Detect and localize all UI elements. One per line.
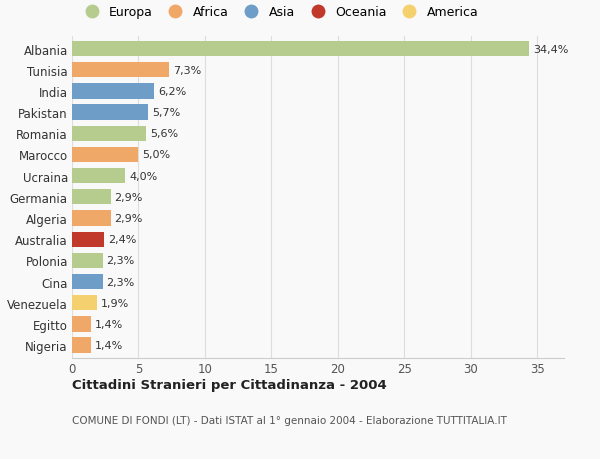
- Bar: [72, 232, 104, 247]
- Bar: [72, 126, 146, 141]
- Text: 5,0%: 5,0%: [142, 150, 170, 160]
- Bar: [72, 253, 103, 269]
- Text: 2,9%: 2,9%: [115, 192, 143, 202]
- Bar: [72, 63, 169, 78]
- Text: 6,2%: 6,2%: [158, 87, 187, 97]
- Bar: [72, 147, 139, 162]
- Bar: [72, 338, 91, 353]
- Text: COMUNE DI FONDI (LT) - Dati ISTAT al 1° gennaio 2004 - Elaborazione TUTTITALIA.I: COMUNE DI FONDI (LT) - Dati ISTAT al 1° …: [72, 415, 507, 425]
- Text: 5,6%: 5,6%: [151, 129, 179, 139]
- Bar: [72, 211, 110, 226]
- Legend: Europa, Africa, Asia, Oceania, America: Europa, Africa, Asia, Oceania, America: [74, 1, 483, 24]
- Text: 7,3%: 7,3%: [173, 66, 202, 76]
- Text: 1,4%: 1,4%: [95, 340, 123, 350]
- Bar: [72, 317, 91, 332]
- Bar: [72, 84, 154, 99]
- Bar: [72, 105, 148, 120]
- Text: 2,3%: 2,3%: [107, 256, 135, 266]
- Text: 1,9%: 1,9%: [101, 298, 130, 308]
- Text: 2,4%: 2,4%: [108, 235, 136, 245]
- Text: 34,4%: 34,4%: [533, 45, 569, 55]
- Text: 2,3%: 2,3%: [107, 277, 135, 287]
- Text: Cittadini Stranieri per Cittadinanza - 2004: Cittadini Stranieri per Cittadinanza - 2…: [72, 379, 387, 392]
- Text: 2,9%: 2,9%: [115, 213, 143, 224]
- Text: 1,4%: 1,4%: [95, 319, 123, 329]
- Bar: [72, 296, 97, 311]
- Text: 5,7%: 5,7%: [152, 108, 180, 118]
- Bar: [72, 190, 110, 205]
- Text: 4,0%: 4,0%: [129, 171, 157, 181]
- Bar: [72, 42, 529, 57]
- Bar: [72, 168, 125, 184]
- Bar: [72, 274, 103, 290]
